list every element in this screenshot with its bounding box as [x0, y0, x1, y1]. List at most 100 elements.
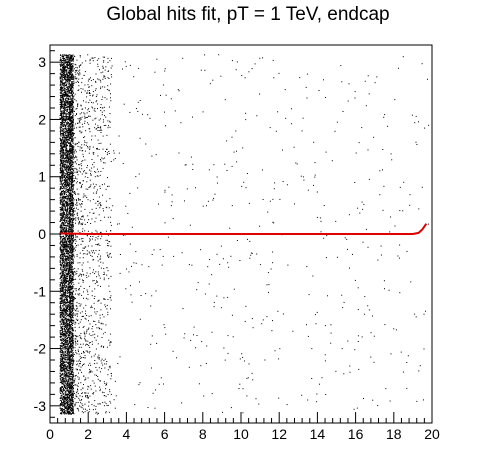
- data-point-1999: [70, 73, 72, 75]
- data-point-3984: [62, 279, 64, 281]
- data-point-3734: [72, 211, 74, 213]
- data-point-1362: [72, 75, 74, 77]
- data-point-2405: [62, 246, 64, 248]
- data-point-3875: [68, 142, 70, 144]
- data-point-2626: [68, 290, 70, 291]
- data-point-2053: [72, 282, 74, 284]
- data-point-3948: [71, 103, 73, 105]
- data-point-2168: [69, 239, 70, 241]
- data-point-3052: [62, 94, 64, 96]
- data-point-4865: [70, 302, 72, 304]
- data-point-4695: [59, 273, 61, 275]
- data-point-3093: [70, 189, 72, 191]
- data-point-3260: [61, 110, 63, 112]
- data-point-2323: [71, 259, 72, 261]
- data-point-3224: [71, 351, 73, 353]
- data-point-3601: [60, 306, 62, 308]
- data-point-4448: [70, 382, 72, 384]
- data-point-4829: [69, 103, 71, 105]
- data-point-2042: [62, 67, 64, 68]
- data-point-3668: [69, 104, 71, 106]
- data-point-2232: [66, 191, 68, 193]
- data-point-3758: [60, 258, 62, 259]
- data-point-1112: [66, 182, 68, 184]
- data-point-4959: [64, 212, 65, 214]
- data-point-4704: [59, 83, 61, 85]
- data-point-2280: [66, 110, 68, 112]
- data-point-1355: [72, 125, 74, 126]
- data-point-4615: [64, 314, 66, 316]
- data-point-794: [65, 139, 67, 141]
- data-point-1122: [65, 115, 67, 117]
- data-point-3017: [65, 328, 67, 330]
- data-point-2128: [62, 274, 64, 276]
- data-point-2944: [72, 194, 74, 196]
- data-point-1179: [71, 64, 73, 66]
- data-point-3205: [62, 334, 63, 336]
- data-point-3617: [61, 268, 63, 270]
- data-point-1167: [61, 92, 63, 94]
- data-point-1587: [61, 356, 63, 358]
- data-point-3197: [65, 277, 67, 279]
- data-point-4719: [66, 201, 68, 203]
- data-point-685: [69, 327, 71, 329]
- data-point-89: [67, 63, 69, 65]
- data-point-4486: [62, 203, 64, 205]
- data-point-3992: [66, 165, 68, 167]
- data-point-2799: [60, 373, 62, 375]
- data-point-2408: [72, 247, 74, 249]
- data-point-1655: [67, 201, 68, 203]
- data-point-2022: [61, 119, 63, 121]
- data-point-2582: [64, 369, 66, 371]
- data-point-4960: [60, 148, 62, 150]
- data-point-523: [60, 80, 61, 82]
- data-point-1755: [71, 200, 73, 202]
- data-point-3450: [64, 304, 66, 306]
- data-point-4195: [60, 225, 62, 227]
- data-point-3406: [67, 386, 69, 388]
- data-point-3356: [61, 75, 63, 77]
- data-point-905: [66, 314, 68, 316]
- data-point-3771: [62, 146, 64, 147]
- data-point-1207: [66, 65, 68, 67]
- data-point-2863: [64, 70, 66, 72]
- data-point-4426: [64, 95, 66, 96]
- data-point-3521: [71, 160, 73, 162]
- data-point-3399: [69, 237, 71, 239]
- data-point-3333: [71, 334, 73, 336]
- data-point-3001: [70, 238, 72, 240]
- data-point-3411: [66, 115, 68, 117]
- data-point-2052: [68, 212, 70, 214]
- data-point-4458: [63, 144, 65, 146]
- data-point-4119: [72, 60, 74, 62]
- data-point-4170: [63, 118, 65, 120]
- data-point-1447: [62, 270, 64, 272]
- data-point-4709: [67, 287, 69, 289]
- data-point-3555: [60, 258, 62, 260]
- data-point-539: [71, 258, 73, 260]
- data-point-3217: [62, 113, 64, 115]
- data-point-2560: [69, 257, 71, 259]
- data-point-4731: [65, 176, 67, 178]
- data-point-1521: [59, 176, 61, 178]
- data-point-1175: [61, 373, 63, 375]
- data-point-3661: [69, 164, 71, 166]
- data-point-4509: [64, 395, 66, 397]
- data-point-4320: [63, 176, 65, 178]
- data-point-4262: [64, 94, 66, 95]
- data-point-2540: [69, 175, 71, 177]
- data-point-4640: [64, 255, 66, 257]
- data-point-3705: [62, 134, 64, 136]
- data-point-2538: [71, 236, 73, 238]
- data-point-3546: [67, 405, 68, 407]
- data-point-4796: [68, 371, 69, 373]
- data-point-3374: [60, 236, 61, 238]
- data-point-2219: [63, 225, 65, 227]
- data-point-4637: [71, 134, 73, 136]
- data-point-1880: [64, 149, 66, 151]
- data-point-4838: [59, 177, 61, 179]
- data-point-51: [60, 77, 62, 79]
- data-point-3989: [60, 113, 62, 115]
- data-point-4836: [70, 102, 71, 104]
- data-point-2843: [67, 365, 69, 367]
